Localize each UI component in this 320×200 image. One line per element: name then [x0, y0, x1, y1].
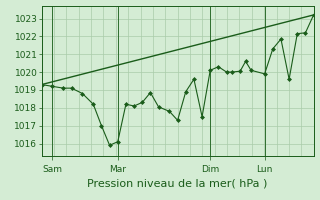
X-axis label: Pression niveau de la mer( hPa ): Pression niveau de la mer( hPa ): [87, 178, 268, 188]
